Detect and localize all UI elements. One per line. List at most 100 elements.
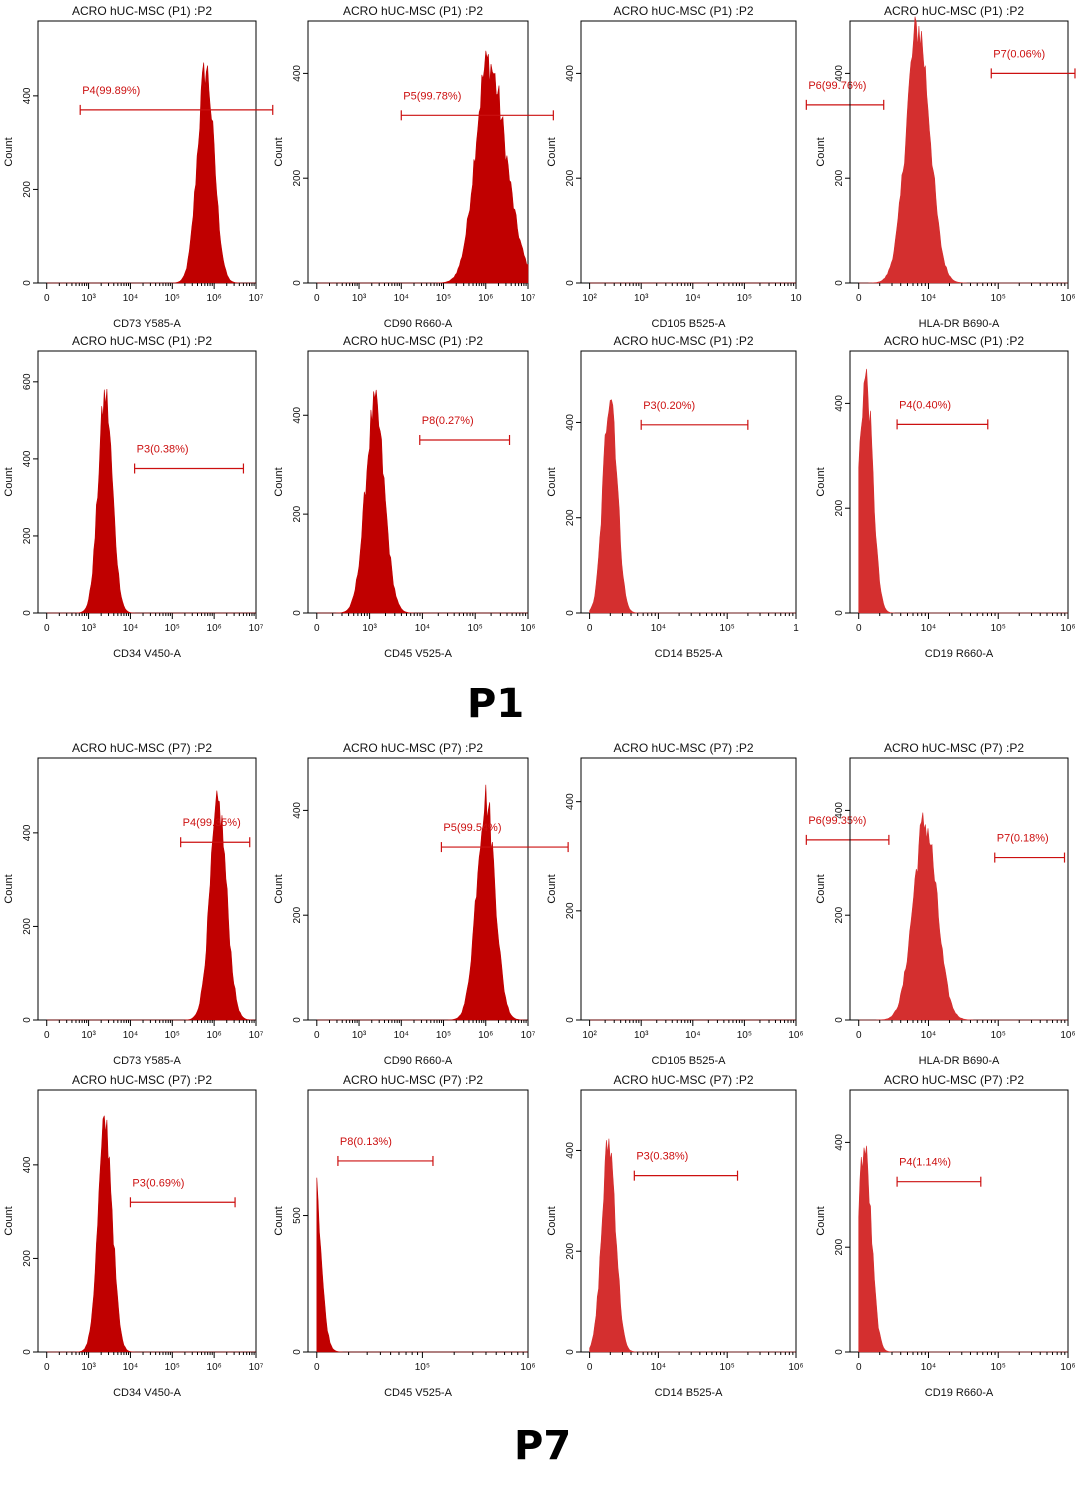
x-tick-label: 0: [314, 293, 320, 304]
histogram-panel: ACRO hUC-MSC (P1) :P2 0 10³ 10⁴ 10⁵ 10⁶ 10⁷ CD9…: [270, 4, 554, 335]
x-tick-label: 10⁵: [436, 1030, 451, 1041]
x-tick-label: 0: [314, 623, 320, 634]
y-axis-label: Count: [546, 137, 558, 166]
x-tick-label: 10⁵: [436, 293, 451, 304]
histogram-title: ACRO hUC-MSC (P1) :P2: [343, 334, 483, 348]
y-tick-label: 200: [22, 1250, 33, 1267]
histogram-panel: ACRO hUC-MSC (P1) :P2 10² 10³ 10⁴ 10⁵ 10 CD105…: [543, 4, 885, 335]
histogram-panel: ACRO hUC-MSC (P7) :P2 0 10³ 10⁴ 10⁵ 10⁶ 10⁷ CD9…: [270, 741, 569, 1072]
y-tick-label: 0: [565, 610, 576, 616]
y-tick-label: 400: [565, 65, 576, 82]
x-tick-label: 0: [44, 293, 50, 304]
histogram-panel: ACRO hUC-MSC (P1) :P2 0 10³ 10⁴ 10⁵ 10⁶ 10⁷ CD3…: [0, 334, 264, 665]
gate-label: P6(99.35%): [808, 815, 866, 827]
x-tick-label: 0: [856, 293, 862, 304]
histogram-svg: ACRO hUC-MSC (P7) :P2 0 10⁵ 10⁶ CD45 V525-A 0…: [273, 1073, 536, 1399]
histogram-title: ACRO hUC-MSC (P7) :P2: [343, 741, 483, 755]
gate-label: P3(0.38%): [636, 1151, 688, 1163]
y-tick-label: 400: [292, 406, 303, 423]
x-tick-label: 10⁵: [991, 1362, 1006, 1373]
y-tick-label: 400: [292, 65, 303, 82]
y-tick-label: 200: [834, 906, 845, 923]
y-axis-label: Count: [3, 137, 15, 166]
histogram-svg: ACRO hUC-MSC (P7) :P2 0 10³ 10⁴ 10⁵ 10⁶ 10⁷ CD7…: [3, 741, 264, 1067]
x-axis-label: CD19 R660-A: [925, 1387, 994, 1399]
y-axis-label: Count: [815, 1206, 827, 1235]
histogram-distribution: [46, 790, 256, 1021]
histogram-title: ACRO hUC-MSC (P1) :P2: [343, 4, 483, 18]
y-tick-label: 400: [565, 414, 576, 431]
y-tick-label: 0: [834, 280, 845, 286]
plot-frame: [849, 1089, 1069, 1353]
x-tick-label: 10⁵: [991, 623, 1006, 634]
y-tick-label: 0: [292, 280, 303, 286]
histogram-distribution: [589, 399, 796, 614]
x-tick-label: 10²: [582, 293, 597, 304]
x-tick-label: 10: [790, 293, 802, 304]
x-tick-label: 10³: [362, 623, 377, 634]
x-tick-label: 10³: [352, 1030, 367, 1041]
x-axis-label: CD19 R660-A: [925, 648, 994, 660]
histogram-title: ACRO hUC-MSC (P1) :P2: [72, 4, 212, 18]
x-tick-label: 10⁵: [720, 1362, 735, 1373]
plot-frame: [849, 757, 1069, 1021]
x-tick-label: 10⁴: [921, 293, 936, 304]
histogram-svg: ACRO hUC-MSC (P1) :P2 10² 10³ 10⁴ 10⁵ 10 CD105…: [546, 4, 885, 330]
x-tick-label: 0: [587, 623, 593, 634]
y-tick-label: 400: [22, 450, 33, 467]
y-axis-label: Count: [546, 1206, 558, 1235]
y-axis-label: Count: [546, 467, 558, 496]
y-tick-label: 400: [292, 802, 303, 819]
y-tick-label: 400: [834, 395, 845, 412]
gate-label: P4(0.40%): [899, 399, 951, 411]
y-tick-label: 400: [834, 1134, 845, 1151]
histogram-panel: ACRO hUC-MSC (P1) :P2 0 10³ 10⁴ 10⁵ 10⁶ 10⁷ CD7…: [0, 4, 274, 335]
gate-label: P7(0.06%): [993, 48, 1045, 60]
x-tick-label: 10⁶: [478, 293, 493, 304]
y-axis-label: Count: [273, 137, 285, 166]
x-tick-label: 10⁴: [394, 293, 409, 304]
x-tick-label: 10³: [634, 293, 649, 304]
x-tick-label: 0: [44, 623, 50, 634]
histogram-svg: ACRO hUC-MSC (P1) :P2 0 10⁴ 10⁵ 10⁶ CD19 R660…: [815, 334, 1076, 660]
plot-frame: [37, 350, 257, 614]
x-tick-label: 10⁴: [921, 1362, 936, 1373]
histogram-svg: ACRO hUC-MSC (P7) :P2 0 10⁴ 10⁵ 10⁶ CD19 R660…: [815, 1073, 1076, 1399]
y-axis-label: Count: [3, 1206, 15, 1235]
histogram-distribution: [316, 1177, 528, 1353]
histogram-panel: ACRO hUC-MSC (P7) :P2 0 10³ 10⁴ 10⁵ 10⁶ 10⁷ CD7…: [0, 741, 264, 1072]
plot-frame: [37, 1089, 257, 1353]
y-tick-label: 0: [834, 1349, 845, 1355]
x-axis-label: HLA-DR B690-A: [919, 318, 1000, 330]
x-tick-label: 10²: [582, 1030, 597, 1041]
histogram-svg: ACRO hUC-MSC (P1) :P2 0 10⁴ 10⁵ 10⁶ HLA-DR B6…: [815, 4, 1076, 330]
y-axis-label: Count: [3, 467, 15, 496]
y-tick-label: 200: [292, 505, 303, 522]
x-tick-label: 10⁴: [123, 1030, 138, 1041]
y-tick-label: 200: [22, 181, 33, 198]
y-tick-label: 200: [834, 499, 845, 516]
gate-label: P8(0.27%): [422, 415, 474, 427]
gate-label: P4(99.35%): [183, 817, 241, 829]
x-tick-label: 1: [793, 623, 799, 634]
y-axis-label: Count: [273, 467, 285, 496]
x-tick-label: 10⁶: [1060, 293, 1075, 304]
histogram-distribution: [858, 16, 1068, 284]
y-tick-label: 0: [22, 1017, 33, 1023]
gate-label: P4(99.89%): [82, 85, 140, 97]
y-tick-label: 400: [834, 65, 845, 82]
histogram-distribution: [858, 368, 1068, 614]
plot-frame: [307, 1089, 529, 1353]
x-tick-label: 10⁶: [207, 293, 222, 304]
y-tick-label: 0: [565, 280, 576, 286]
x-tick-label: 0: [587, 1362, 593, 1373]
x-tick-label: 10³: [81, 623, 96, 634]
histogram-title: ACRO hUC-MSC (P7) :P2: [884, 1073, 1024, 1087]
x-tick-label: 10⁶: [520, 623, 535, 634]
y-axis-label: Count: [815, 467, 827, 496]
histogram-svg: ACRO hUC-MSC (P7) :P2 0 10³ 10⁴ 10⁵ 10⁶ 10⁷ CD3…: [3, 1073, 264, 1399]
x-tick-label: 10⁷: [521, 293, 536, 304]
x-tick-label: 10⁴: [123, 1362, 138, 1373]
x-tick-label: 0: [856, 1030, 862, 1041]
histogram-distribution: [858, 1145, 1068, 1353]
